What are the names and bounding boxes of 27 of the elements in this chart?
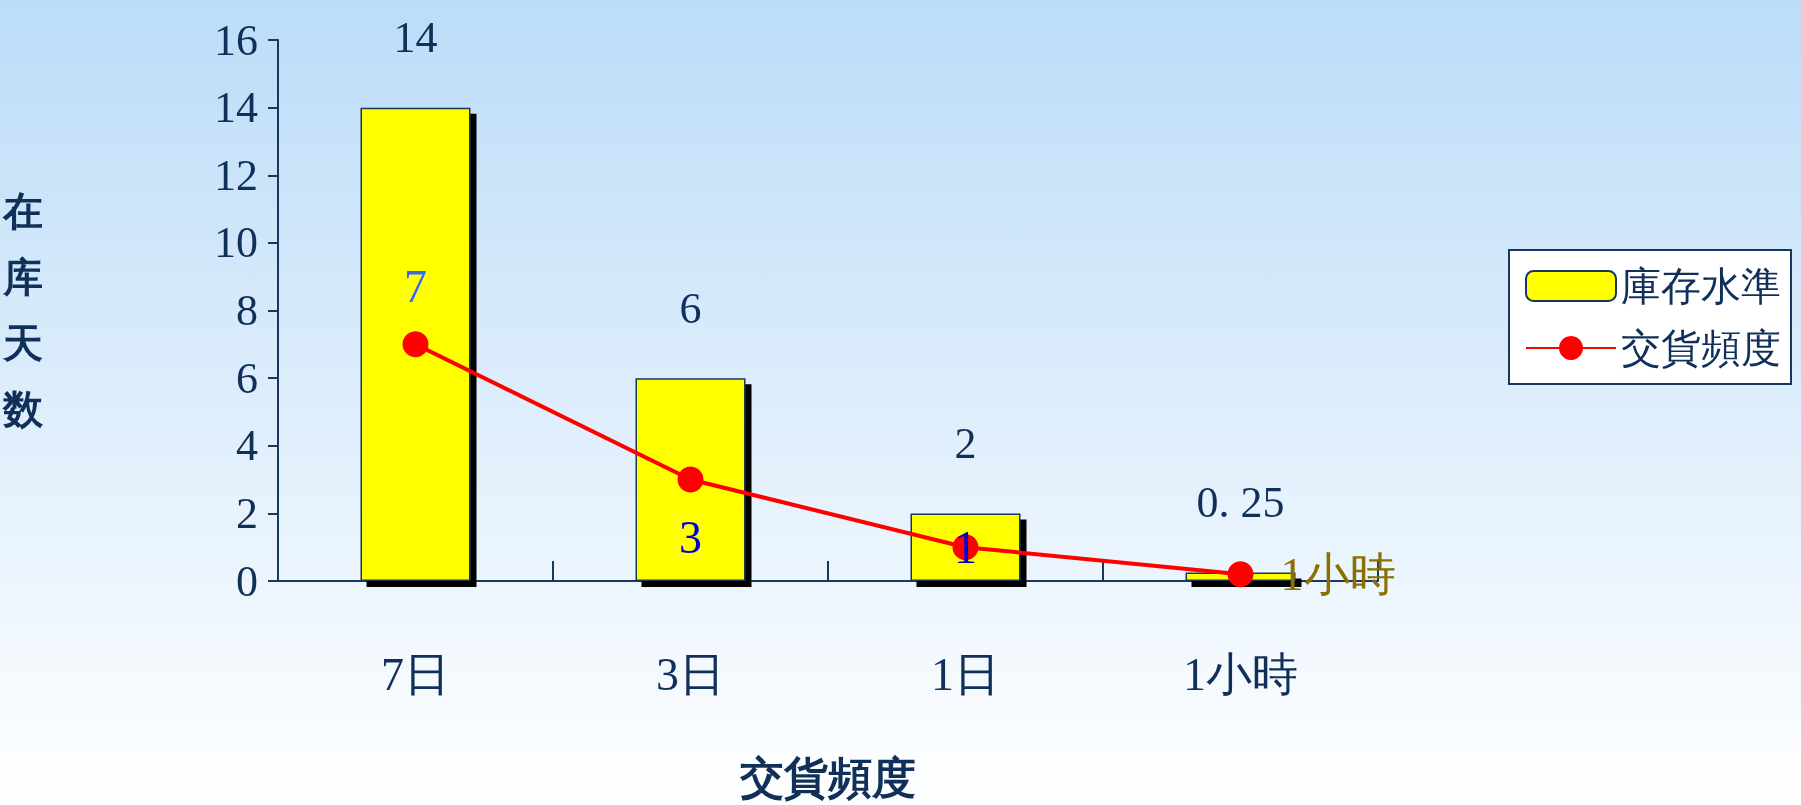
data-label: 2 (954, 418, 977, 468)
y-tick-label: 2 (236, 488, 258, 538)
point (677, 466, 704, 493)
point (1227, 561, 1254, 588)
data-label: 1 (954, 521, 977, 573)
point (402, 331, 429, 358)
x-tick-label: 1日 (931, 648, 1000, 700)
y-tick-label: 8 (236, 286, 258, 335)
legend-label: 庫存水準 (1621, 263, 1781, 309)
y-tick-label: 10 (214, 218, 258, 268)
legend-label: 交貨頻度 (1621, 325, 1781, 371)
y-tick-label: 16 (214, 15, 258, 65)
x-tick-label: 3日 (656, 648, 725, 700)
y-tick-label: 4 (236, 421, 258, 471)
x-axis-title: 交貨頻度 (739, 753, 916, 803)
y-tick-label: 12 (214, 150, 258, 200)
y-tick-label: 0 (236, 556, 258, 606)
data-label: 6 (679, 283, 702, 333)
data-label: 14 (393, 13, 438, 63)
data-label: 7 (404, 260, 427, 312)
y-axis-title: 在库天数 (2, 189, 44, 432)
x-tick-label: 7日 (381, 648, 450, 700)
y-tick-label: 6 (236, 353, 258, 403)
data-label: 3 (679, 512, 702, 564)
y-tick-label: 14 (214, 83, 258, 133)
x-tick-label: 1小時 (1183, 648, 1298, 700)
data-label: 0. 25 (1196, 478, 1285, 528)
